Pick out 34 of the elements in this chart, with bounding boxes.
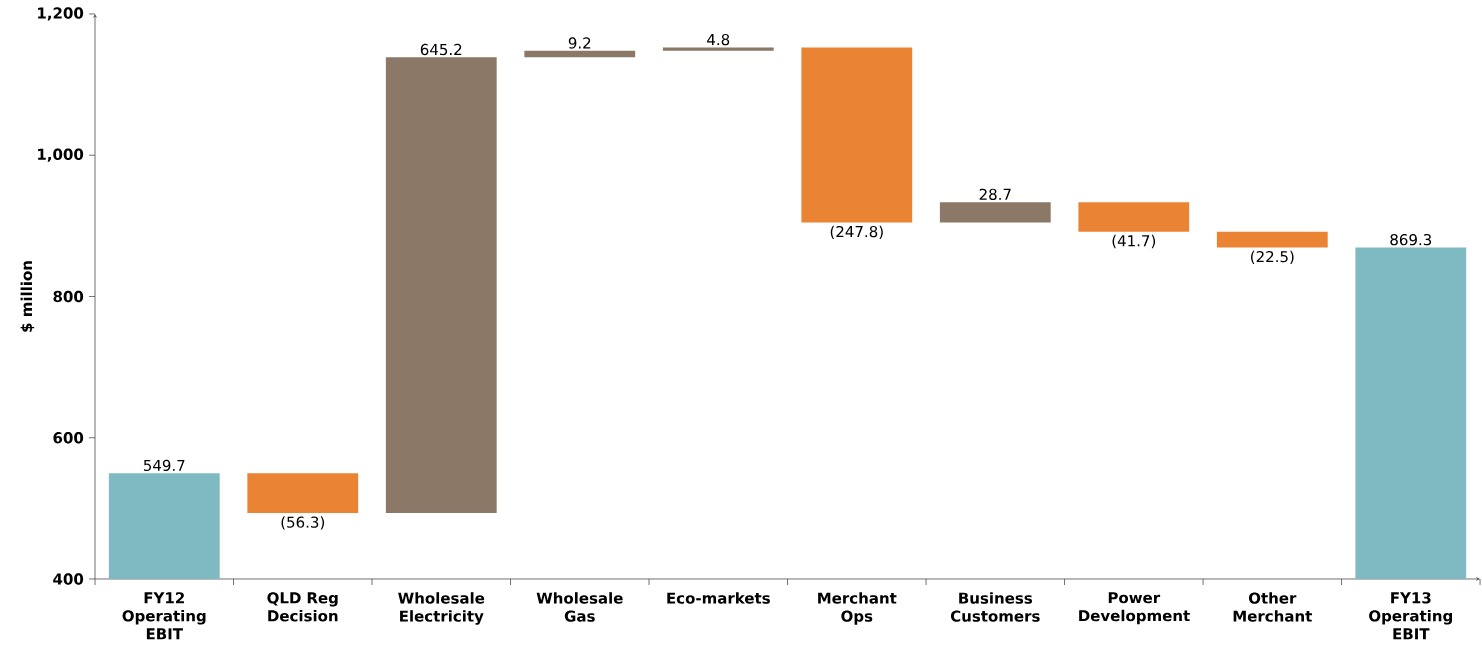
data-label: 869.3 <box>1390 233 1432 246</box>
y-tick-label: 1,200 <box>38 7 84 21</box>
data-label: 4.8 <box>707 33 730 46</box>
data-label: 645.2 <box>420 43 462 56</box>
bar <box>247 473 359 514</box>
bar <box>939 202 1051 223</box>
data-label: (41.7) <box>1112 234 1156 249</box>
x-tick-label: Wholesale Gas <box>536 592 623 622</box>
x-tick-label: Merchant Ops <box>818 592 897 625</box>
x-tick-label: FY12 Operating EBIT <box>122 592 206 640</box>
data-label: 28.7 <box>979 188 1011 201</box>
x-tick-label: Wholesale Electricity <box>398 592 485 625</box>
data-label: (22.5) <box>1251 250 1294 265</box>
x-tick-label: Business Customers <box>950 592 1040 622</box>
y-tick-label: 600 <box>53 432 84 444</box>
y-tick-label: 800 <box>53 290 84 303</box>
y-tick-label: 400 <box>53 573 84 585</box>
x-tick-label: Other Merchant <box>1233 592 1312 622</box>
data-label: (56.3) <box>281 516 325 530</box>
bar <box>1078 202 1190 232</box>
x-tick-label: FY13 Operating EBIT <box>1369 592 1453 640</box>
x-tick-label: Power Development <box>1079 592 1190 625</box>
bar <box>662 47 774 51</box>
bar <box>385 57 497 514</box>
bar <box>524 50 636 58</box>
data-label: (247.8) <box>830 225 883 240</box>
x-tick-label: Eco-markets <box>667 592 770 604</box>
x-tick-label: QLD Reg Decision <box>267 592 338 622</box>
data-label: 9.2 <box>568 37 591 49</box>
bar <box>801 47 913 223</box>
data-label: 549.7 <box>143 459 185 472</box>
bar <box>1216 231 1328 248</box>
y-tick-label: 1,000 <box>38 148 84 162</box>
y-axis-title: $ million <box>20 261 35 332</box>
